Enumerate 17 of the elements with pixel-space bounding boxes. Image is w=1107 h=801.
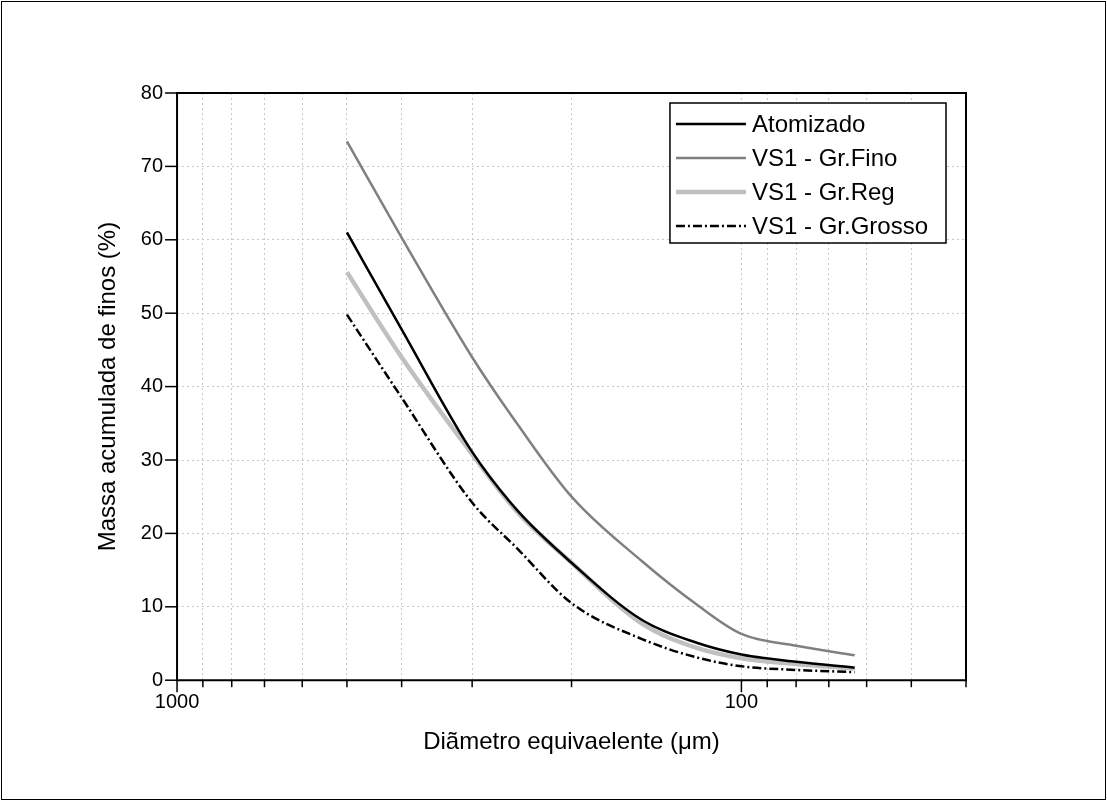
y-tick-label: 30 — [140, 447, 164, 470]
y-tick-label: 70 — [140, 153, 164, 176]
y-tick-label: 40 — [140, 374, 164, 397]
legend-label: Atomizado — [751, 109, 866, 137]
legend-label: VS1 - Gr.Reg — [751, 177, 895, 205]
y-tick-label: 0 — [151, 667, 164, 690]
x-tick-label: 100 — [724, 689, 759, 712]
y-axis-title: Massa acumulada de finos (%) — [93, 221, 121, 552]
x-tick-label: 1000 — [154, 689, 200, 712]
y-tick-label: 10 — [140, 594, 164, 617]
y-tick-label: 80 — [140, 80, 164, 103]
legend-label: VS1 - Gr.Fino — [751, 143, 898, 171]
y-tick-label: 20 — [140, 520, 164, 543]
y-tick-label: 60 — [140, 227, 164, 250]
x-axis-title: Diãmetro equivaelente (μm) — [423, 727, 720, 755]
y-tick-label: 50 — [140, 300, 164, 323]
legend-label: VS1 - Gr.Grosso — [751, 211, 929, 239]
